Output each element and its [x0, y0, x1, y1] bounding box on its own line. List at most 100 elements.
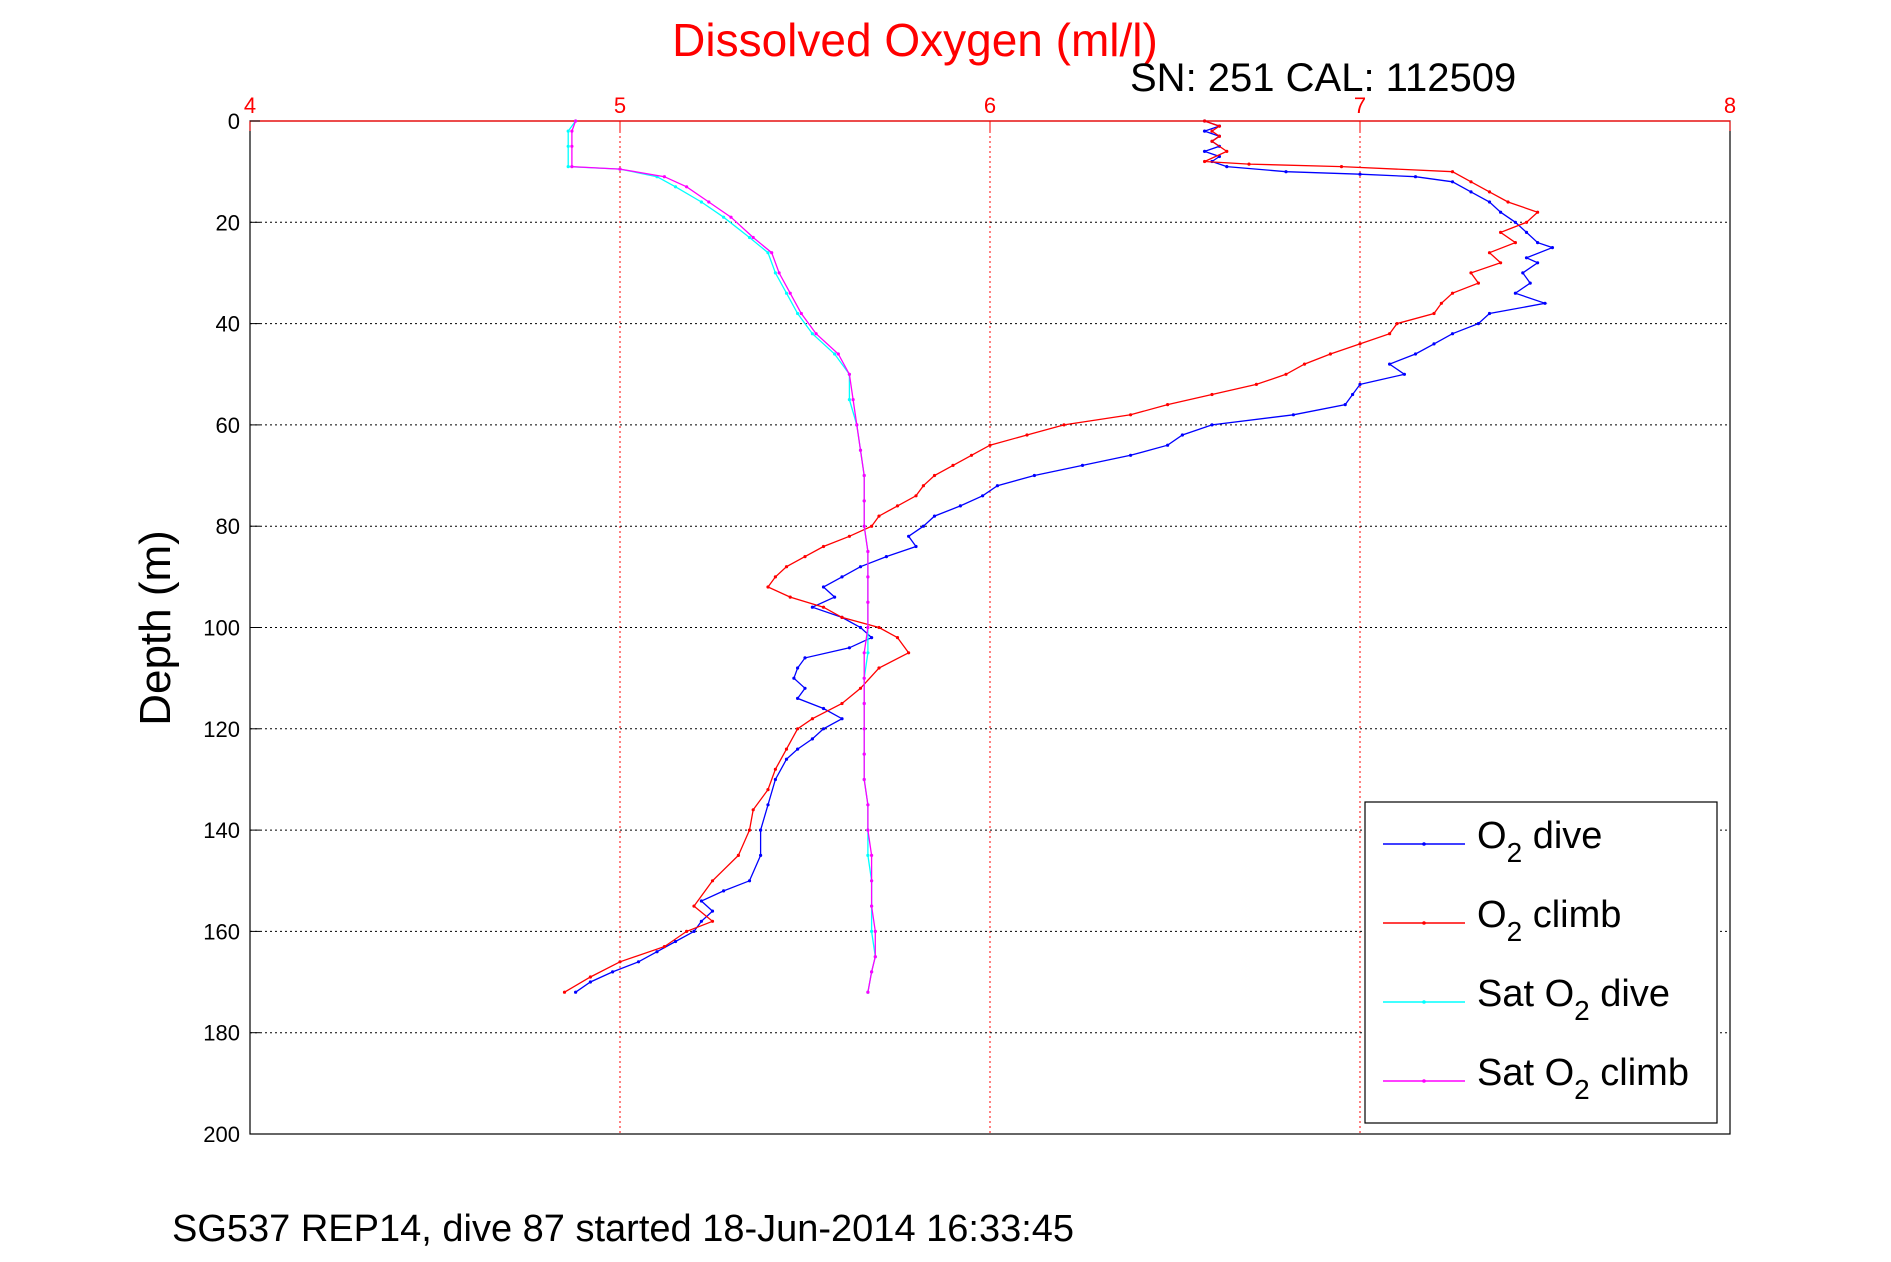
data-point: [796, 747, 800, 751]
data-point: [847, 534, 852, 538]
x-tick-label: 6: [984, 93, 996, 118]
data-point: [1499, 230, 1503, 234]
data-point: [1432, 311, 1436, 316]
data-point: [921, 524, 926, 528]
legend-label-rest: dive: [1590, 973, 1670, 1015]
data-point: [1210, 129, 1214, 133]
data-point: [570, 144, 574, 148]
dive-info-footer: SG537 REP14, dive 87 started 18-Jun-2014…: [172, 1208, 1074, 1250]
data-point: [870, 904, 874, 908]
data-point: [1210, 139, 1214, 143]
data-point: [1203, 129, 1207, 133]
data-point: [1339, 165, 1344, 169]
data-point: [821, 727, 826, 731]
data-point: [877, 514, 881, 518]
data-point: [866, 600, 870, 604]
data-point: [770, 251, 774, 255]
data-point: [1450, 291, 1455, 295]
data-point: [784, 757, 789, 761]
data-point: [1210, 392, 1214, 397]
data-point: [895, 504, 900, 508]
legend-entry: Sat O2 dive: [1383, 973, 1670, 1026]
data-point: [692, 904, 696, 908]
series-line-o2-dive: [575, 120, 1555, 993]
data-point: [914, 494, 918, 498]
data-point: [1536, 241, 1540, 245]
data-point: [988, 443, 992, 447]
data-point: [1166, 443, 1170, 447]
data-point: [707, 200, 711, 204]
data-point: [784, 565, 789, 569]
data-point: [1180, 433, 1184, 437]
data-point: [1550, 246, 1554, 250]
data-point: [1432, 342, 1436, 346]
data-point: [1284, 170, 1288, 174]
data-point: [788, 595, 792, 599]
data-point: [1343, 403, 1347, 407]
data-point: [1210, 423, 1214, 427]
data-point: [1062, 423, 1066, 427]
data-point: [907, 534, 911, 538]
data-point: [1388, 362, 1392, 366]
data-point: [1513, 241, 1517, 245]
legend-marker: [1422, 842, 1426, 846]
data-point: [858, 565, 863, 569]
data-point: [866, 828, 870, 832]
data-point: [1351, 392, 1355, 397]
data-point: [1358, 382, 1362, 386]
data-point: [840, 717, 844, 721]
data-point: [796, 311, 800, 316]
data-point: [866, 651, 870, 655]
data-point: [1203, 119, 1207, 123]
legend-marker: [1422, 1000, 1426, 1004]
data-point: [1358, 342, 1362, 346]
data-point: [766, 251, 770, 255]
data-point: [1469, 271, 1473, 275]
data-point: [870, 929, 874, 934]
data-point: [873, 929, 877, 934]
data-point: [1166, 403, 1170, 407]
data-point: [847, 372, 852, 376]
data-point: [951, 463, 955, 467]
data-point: [862, 499, 866, 503]
data-point: [699, 899, 704, 903]
data-point: [747, 235, 752, 240]
data-point: [796, 696, 800, 701]
data-point: [710, 909, 715, 913]
data-point: [870, 853, 874, 858]
legend-label-subscript: 2: [1574, 995, 1590, 1026]
data-point: [618, 960, 622, 964]
legend-label-main: O: [1477, 894, 1507, 936]
data-point: [821, 544, 826, 549]
data-point: [773, 575, 778, 579]
legend-marker: [1422, 1079, 1426, 1083]
data-point: [1129, 413, 1133, 417]
data-point: [958, 504, 963, 508]
data-point: [736, 853, 741, 858]
data-point: [1487, 251, 1492, 255]
data-point: [866, 549, 870, 554]
data-point: [1203, 149, 1207, 153]
data-point: [814, 332, 818, 336]
legend-label-subscript: 2: [1574, 1074, 1590, 1105]
data-point: [799, 311, 803, 316]
legend-label-main: Sat O: [1477, 973, 1574, 1015]
data-point: [862, 777, 866, 782]
data-point: [1499, 261, 1503, 265]
legend-label: Sat O2 dive: [1477, 973, 1670, 1026]
data-point: [1080, 463, 1085, 467]
y-tick-label: 120: [203, 717, 240, 742]
data-point: [784, 291, 789, 295]
y-tick-label: 200: [203, 1122, 240, 1147]
data-point: [1203, 159, 1207, 164]
data-point: [1302, 362, 1307, 366]
data-point: [773, 767, 778, 771]
y-tick-label: 60: [216, 413, 240, 438]
data-point: [866, 990, 870, 994]
data-point: [810, 717, 815, 721]
data-point: [877, 666, 881, 670]
data-point: [1469, 190, 1473, 194]
data-point: [873, 955, 877, 959]
data-point: [662, 175, 667, 179]
data-point: [862, 473, 866, 478]
